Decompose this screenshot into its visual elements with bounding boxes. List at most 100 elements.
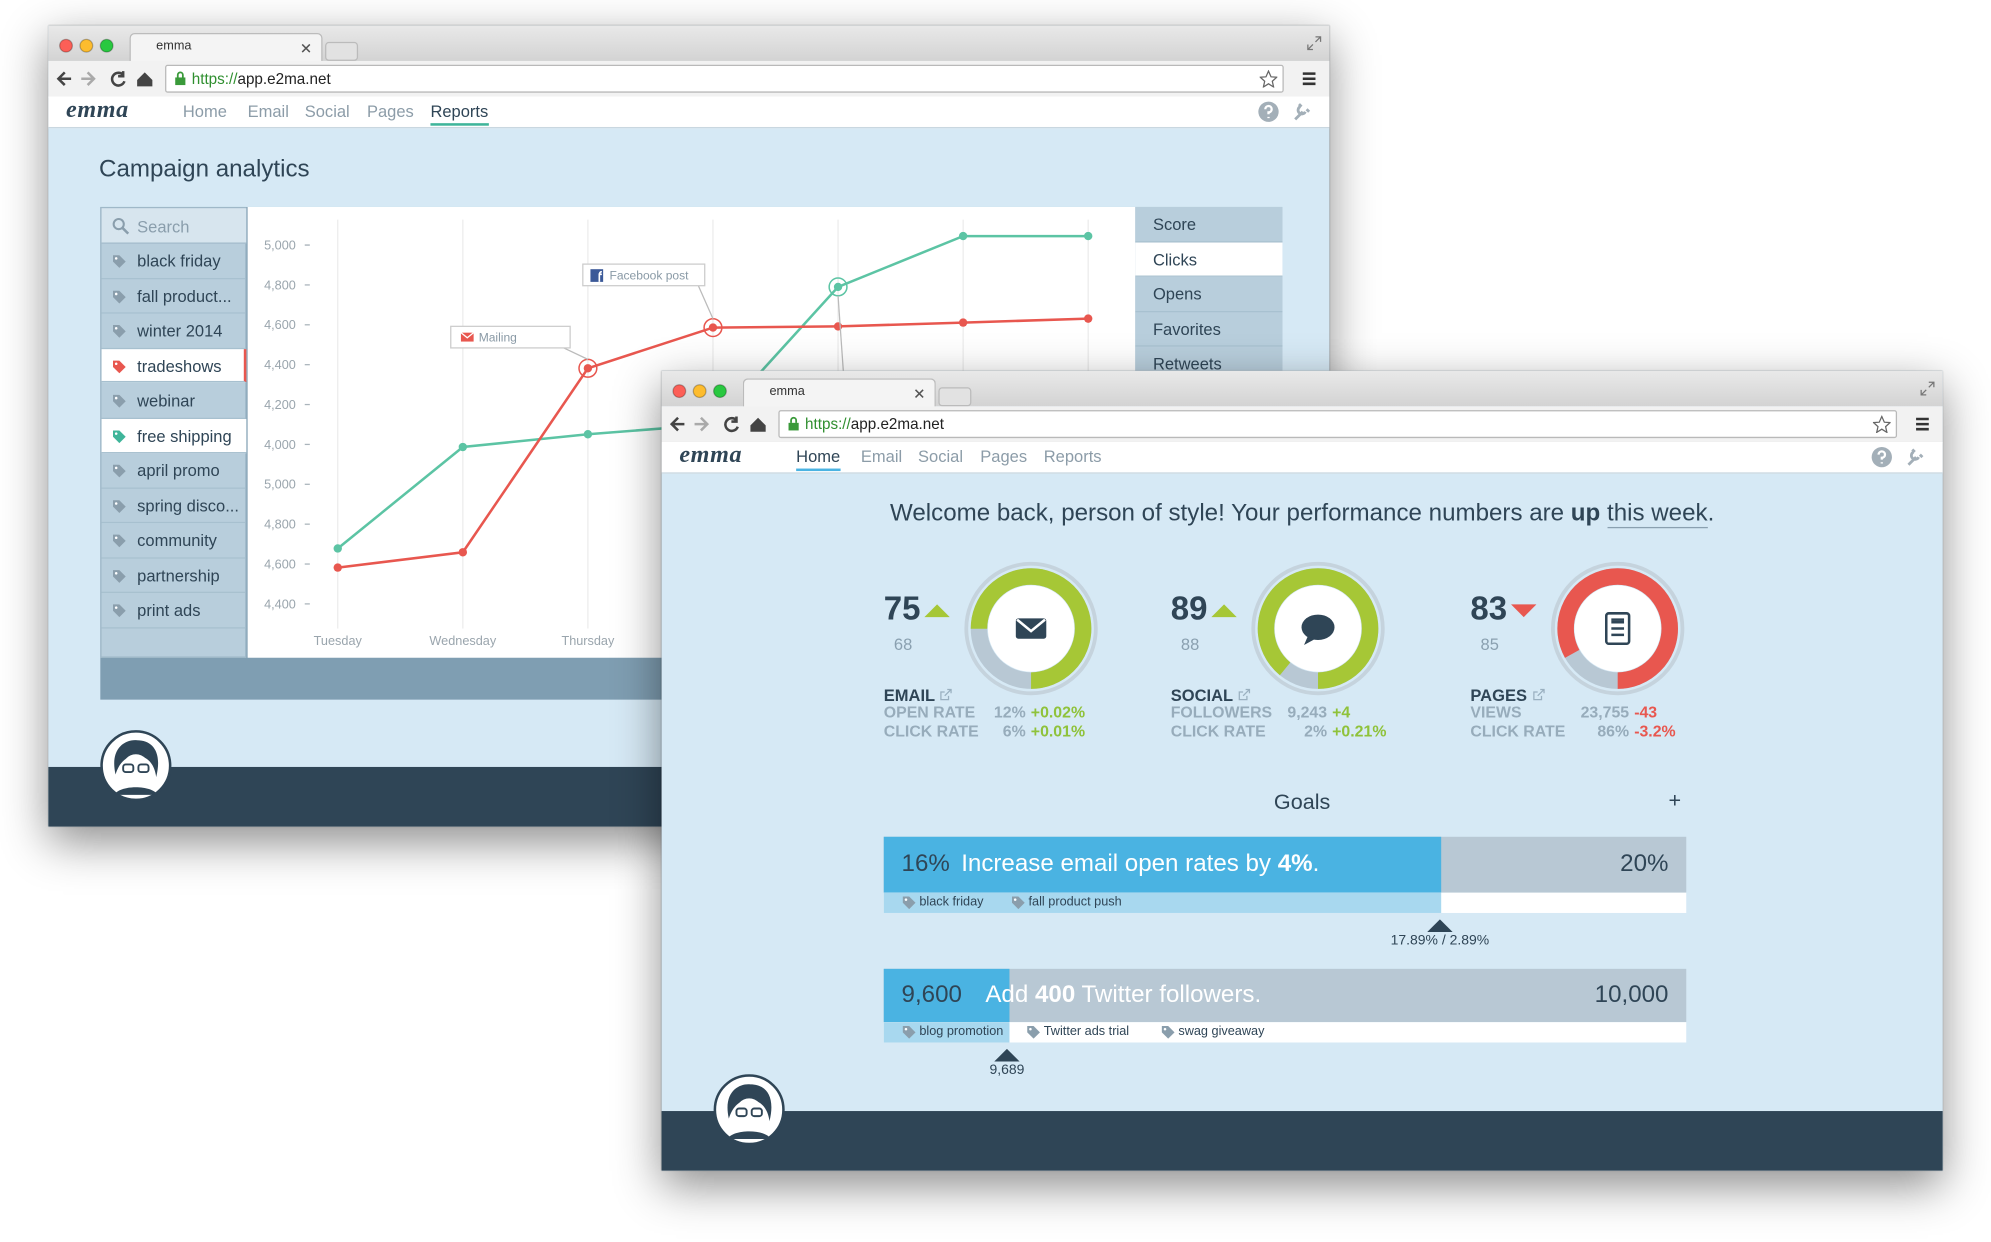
back-button: [56, 71, 72, 86]
goal-bar[interactable]: 9,600 Add 400 Twitter followers. 10,000: [883, 968, 1687, 1023]
tag-item[interactable]: print ads: [101, 592, 246, 628]
goal-text-part: 400: [1034, 981, 1076, 1009]
tag-hole: [114, 536, 118, 540]
tag-item[interactable]: community: [101, 523, 246, 559]
goal-bar[interactable]: 16% Increase email open rates by 4%. 20%: [883, 836, 1687, 893]
stat-name: PAGES: [1470, 685, 1527, 705]
tag-icon: [902, 1025, 916, 1039]
browser-window: emma https://app.e2ma.net emma Home Email Soc…: [661, 370, 1943, 1171]
app-nav: emma Home Email Social Pages Reports: [48, 96, 1330, 129]
link-box: [940, 688, 953, 701]
welcome-part: this week: [1606, 500, 1708, 529]
donut-group: [1251, 561, 1385, 696]
avatar-glasses: [137, 763, 150, 773]
data-point: [458, 548, 468, 557]
tag-item[interactable]: webinar: [101, 383, 246, 419]
tag-icon: [113, 429, 126, 443]
metric-label: Retweets: [1152, 354, 1222, 374]
stat-delta: +0.02%: [1030, 703, 1086, 722]
tag-item[interactable]: black friday: [101, 243, 246, 279]
new-tab[interactable]: [938, 387, 972, 407]
goal-marker: [994, 1048, 1020, 1062]
tag-label: webinar: [137, 391, 195, 411]
nav-item[interactable]: Social: [918, 446, 964, 467]
stat-previous: 85: [1480, 634, 1499, 654]
stat-table: OPEN RATE 12% +0.02% CLICK RATE 6% +0.01%: [881, 703, 1085, 741]
nav-item[interactable]: Pages: [366, 101, 414, 121]
goal-tag[interactable]: swag giveaway: [1178, 1024, 1265, 1039]
tag-icon: [113, 464, 126, 478]
data-point: [583, 364, 593, 373]
goal-tag[interactable]: Twitter ads trial: [1043, 1024, 1130, 1039]
tag-hole: [114, 396, 118, 400]
browser-tab[interactable]: emma: [742, 378, 936, 408]
browser-tab[interactable]: emma: [129, 33, 323, 63]
tag-icon: [902, 896, 916, 910]
tag-icon: [1012, 896, 1025, 910]
nav-item[interactable]: Home: [796, 446, 841, 472]
search-field[interactable]: Search: [101, 208, 247, 244]
tag-icon: [1027, 1025, 1040, 1039]
nav-item[interactable]: Reports: [1043, 446, 1102, 467]
tag-hole: [114, 571, 118, 574]
donut: [1251, 561, 1385, 696]
x-tick-label: Wednesday: [429, 634, 496, 648]
stat-number: 23,755: [1580, 703, 1630, 722]
goal-progress: [883, 836, 1442, 893]
tag-item[interactable]: april promo: [101, 453, 246, 489]
goal-tag[interactable]: black friday: [919, 895, 984, 910]
nav-item[interactable]: Email: [247, 101, 289, 121]
goal-tag[interactable]: fall product push: [1028, 895, 1122, 910]
stat-block: 75 68 EMAIL OPEN RATE 12% +0.02% CLICK RATE 6% +…: [884, 561, 1176, 751]
annotation-leader: [697, 285, 714, 319]
help-icon: [1258, 101, 1311, 122]
tag-hole: [114, 466, 118, 470]
stat-row: OPEN RATE 12% +0.02%: [881, 703, 1085, 722]
lock-shackle: [790, 416, 798, 423]
stat-value-row: 89: [1171, 589, 1237, 628]
external-link: [940, 688, 953, 701]
metric-item[interactable]: Score: [1135, 206, 1283, 242]
stat-delta: -3.2%: [1634, 722, 1676, 741]
lock-body: [175, 77, 186, 86]
tag-item[interactable]: fall product...: [101, 278, 246, 314]
marker-triangle: [994, 1048, 1020, 1062]
tag-shape: [113, 255, 126, 268]
nav-item[interactable]: Social: [304, 101, 350, 121]
tag-hole: [1013, 898, 1017, 901]
tag-shape: [113, 569, 126, 583]
tag-hole: [904, 898, 908, 901]
donut-arc: [970, 568, 1092, 689]
tag-item[interactable]: free shipping: [101, 418, 247, 454]
tag-item[interactable]: winter 2014: [101, 313, 246, 349]
bookmark-star: [1259, 69, 1278, 88]
goals-title: Goals: [1273, 789, 1331, 814]
search-placeholder: Search: [137, 217, 190, 237]
nav-item[interactable]: Reports: [430, 100, 489, 126]
add-goal[interactable]: +: [1668, 788, 1682, 813]
nav-item[interactable]: Email: [860, 446, 903, 467]
goal-tag[interactable]: blog promotion: [919, 1024, 1004, 1039]
new-tab[interactable]: [325, 41, 359, 61]
tab-close: [914, 389, 924, 398]
tag-item[interactable]: tradeshows: [101, 348, 247, 383]
external-link: [1238, 688, 1251, 701]
metric-item[interactable]: Opens: [1135, 276, 1283, 312]
donut-outer: [964, 561, 1098, 696]
tag-label: fall product...: [137, 286, 232, 306]
nav-item[interactable]: Home: [182, 101, 227, 121]
nav-item[interactable]: Pages: [980, 446, 1028, 467]
trend-arrow: [924, 604, 950, 618]
metric-item[interactable]: Favorites: [1135, 311, 1283, 347]
data-point: [458, 442, 468, 452]
tag-item[interactable]: spring disco...: [101, 488, 246, 524]
url-box: https://app.e2ma.net: [778, 410, 1898, 439]
data-point: [583, 430, 593, 439]
close-x: [914, 389, 924, 398]
goal-text-part: Twitter followers.: [1075, 981, 1262, 1009]
stat-number: 12%: [993, 703, 1026, 722]
metric-item[interactable]: Clicks: [1135, 241, 1283, 277]
annotation-icon-f: [598, 270, 602, 282]
tab-bar: emma: [661, 370, 1943, 408]
tag-item[interactable]: partnership: [101, 558, 246, 593]
